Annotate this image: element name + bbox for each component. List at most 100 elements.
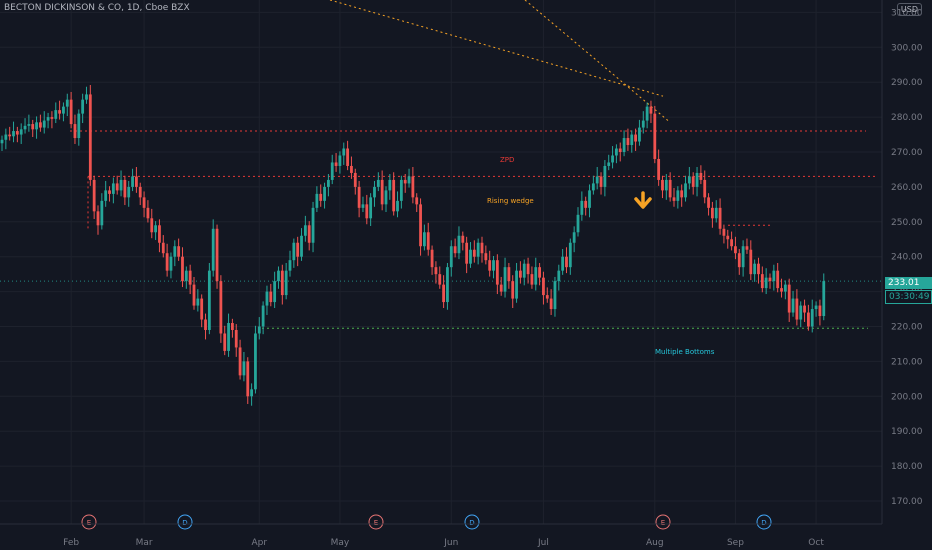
candle — [273, 271, 277, 309]
candle-body — [776, 270, 780, 289]
candle — [12, 121, 15, 143]
candle-body — [111, 183, 115, 194]
candle-body — [722, 228, 726, 236]
candle-body — [407, 176, 411, 184]
candle-body — [745, 246, 749, 250]
price-axis[interactable]: 170.00180.00190.00200.00210.00220.00230.… — [881, 0, 932, 550]
down-arrow-icon — [634, 191, 652, 209]
candle — [242, 351, 246, 382]
candle-body — [419, 204, 422, 247]
candle — [711, 201, 714, 228]
candle-body — [288, 260, 292, 271]
candle-body — [31, 124, 35, 130]
candle — [503, 257, 507, 298]
candle-body — [684, 183, 687, 198]
dividend-marker[interactable]: D — [177, 514, 193, 530]
candle-body — [81, 99, 85, 114]
candle — [634, 128, 637, 151]
candle — [138, 182, 142, 206]
candle-body — [526, 263, 530, 275]
candle — [565, 247, 568, 274]
earnings-marker[interactable]: E — [655, 514, 671, 530]
earnings-marker[interactable]: E — [368, 514, 384, 530]
candle — [430, 245, 434, 275]
candle — [39, 114, 42, 132]
candle — [653, 105, 657, 164]
dividend-marker[interactable]: D — [756, 514, 772, 530]
candle — [111, 177, 115, 204]
candle-body — [695, 172, 699, 187]
candle-body — [457, 235, 461, 254]
candle — [319, 184, 323, 207]
candle-body — [484, 253, 488, 261]
candle-body — [787, 284, 791, 313]
candle-body — [58, 110, 61, 114]
candle — [618, 142, 622, 162]
candle-body — [810, 309, 814, 327]
candle-body — [411, 176, 415, 198]
dividend-marker[interactable]: D — [464, 514, 480, 530]
candle — [261, 301, 265, 335]
time-tick-label: Jul — [537, 538, 549, 548]
candle-body — [737, 253, 741, 268]
candle — [131, 168, 134, 192]
candle — [488, 250, 492, 277]
candle — [365, 194, 369, 225]
candle-body — [503, 267, 507, 292]
candle — [142, 191, 146, 218]
earnings-marker[interactable]: E — [81, 514, 97, 530]
candle-body — [62, 106, 65, 114]
candle-body — [380, 179, 384, 205]
candle-body — [649, 106, 653, 114]
candle-body — [430, 249, 434, 268]
candle — [442, 275, 445, 309]
candle-body — [177, 246, 181, 257]
candle-body — [730, 239, 733, 247]
candle-body — [711, 207, 714, 219]
symbol-legend[interactable]: BECTON DICKINSON & CO, 1D, Cboe BZX — [4, 3, 190, 13]
candle — [434, 261, 438, 284]
time-axis[interactable]: Feb Mar Apr May Jun Jul Aug Sep Oct — [0, 523, 882, 548]
candle-body — [791, 298, 795, 313]
candle-body — [403, 179, 407, 184]
candle — [791, 290, 795, 317]
candle-body — [703, 179, 707, 198]
candle-body — [330, 162, 334, 180]
currency-badge[interactable]: USD — [896, 3, 922, 16]
candle-body — [161, 242, 165, 254]
candle-body — [357, 186, 361, 208]
price-tick-label: 280.00 — [891, 113, 923, 123]
time-tick-label: Apr — [251, 538, 267, 548]
candle — [88, 84, 92, 186]
candle — [334, 153, 338, 172]
candle-body — [488, 260, 492, 271]
candle-body — [795, 298, 799, 320]
candle — [787, 278, 791, 322]
earnings-marker-ring — [81, 514, 97, 530]
earnings-marker-ring — [655, 514, 671, 530]
candle — [257, 317, 261, 340]
candle-body — [373, 186, 376, 198]
candle-body — [607, 162, 611, 166]
candle — [50, 111, 54, 129]
candle — [799, 301, 803, 328]
candle — [127, 180, 131, 207]
candle-body — [307, 225, 311, 243]
candle — [476, 238, 480, 265]
candle — [745, 238, 749, 254]
candle-body — [319, 193, 323, 201]
candle-body — [192, 284, 196, 306]
candle — [703, 170, 707, 204]
candle-body — [365, 204, 369, 219]
candle-body — [611, 155, 614, 163]
price-tick-label: 260.00 — [891, 183, 923, 193]
candle — [307, 221, 311, 251]
candle-body — [714, 207, 718, 219]
candle-body — [818, 305, 822, 317]
candle-body — [749, 249, 753, 275]
candle-body — [361, 204, 365, 208]
candle-body — [315, 193, 319, 208]
candle-body — [211, 228, 215, 271]
time-tick-label: Mar — [136, 538, 153, 548]
